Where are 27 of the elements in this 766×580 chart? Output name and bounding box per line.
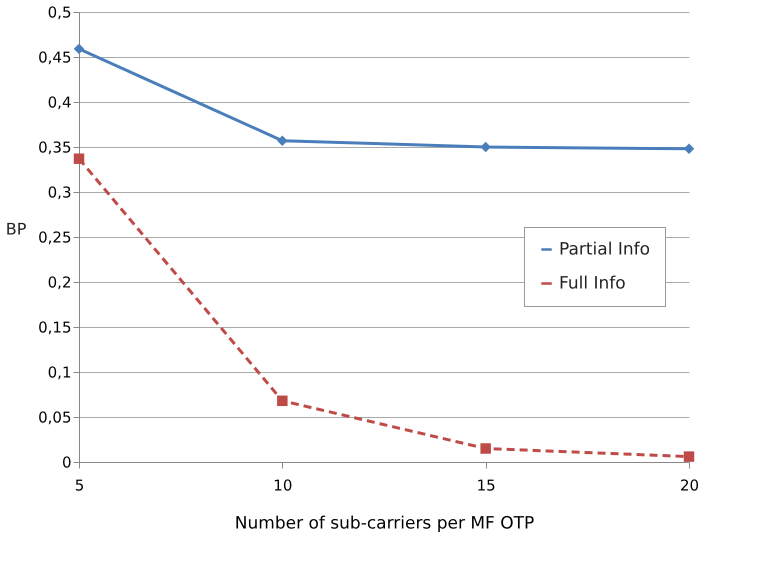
x-tick-label: 5 (74, 476, 84, 494)
y-tick-label: 0,35 (38, 138, 72, 156)
x-tick-label: 20 (680, 476, 700, 494)
point (684, 144, 694, 154)
point (74, 44, 84, 54)
y-tick-label: 0,3 (48, 184, 72, 202)
y-tick-label: 0,05 (38, 408, 72, 426)
y-tick-label: 0,5 (48, 4, 72, 22)
point (277, 135, 288, 146)
y-tick-label: 0,45 (38, 48, 72, 66)
y-tick-label: 0,2 (48, 274, 72, 292)
y-axis-title: BP (6, 220, 27, 238)
y-tick-label: 0,4 (48, 94, 72, 112)
legend-label: Full Info (559, 274, 626, 294)
x-axis-title: Number of sub-carriers per MF OTP (234, 514, 534, 534)
point (480, 443, 491, 454)
point (684, 451, 694, 462)
point (480, 142, 491, 152)
y-tick-label: 0,1 (48, 364, 72, 382)
legend-label: Partial Info (559, 240, 650, 260)
x-tick-label: 10 (273, 476, 292, 494)
x-tick-label: 15 (476, 476, 496, 494)
y-tick-label: 0,15 (38, 318, 72, 336)
point (74, 153, 84, 164)
point (277, 396, 288, 406)
y-tick-label: 0,25 (38, 228, 72, 246)
y-tick-label: 0 (62, 454, 72, 472)
